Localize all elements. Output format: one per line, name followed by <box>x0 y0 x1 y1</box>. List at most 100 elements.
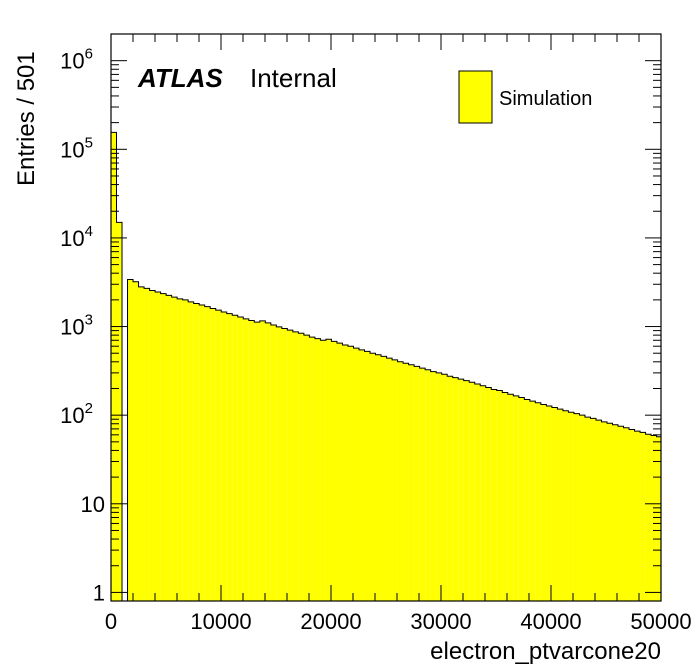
histogram-bin <box>546 405 552 601</box>
y-tick-label: 103 <box>60 312 93 340</box>
x-axis-ticks <box>110 34 662 601</box>
x-axis-tick-labels: 0 10000 20000 30000 40000 50000 <box>105 609 692 634</box>
x-axis-label: electron_ptvarcone20 <box>430 638 661 665</box>
histogram-bin <box>425 369 431 601</box>
histogram-bin <box>281 328 288 601</box>
histogram-bin <box>419 368 426 601</box>
internal-label: Internal <box>250 63 337 93</box>
histogram-bin <box>193 303 200 601</box>
histogram-bin <box>640 432 646 601</box>
histogram-bin <box>513 395 519 601</box>
y-tick-label: 105 <box>60 134 93 162</box>
histogram-bin <box>381 356 387 601</box>
histogram-bin <box>287 330 293 601</box>
histogram-bin <box>353 348 359 601</box>
histogram-bin <box>507 394 514 601</box>
histogram-bin <box>232 315 238 601</box>
histogram-bin <box>584 417 591 601</box>
histogram-bin <box>430 371 437 601</box>
histogram-bin <box>364 351 371 601</box>
histogram-bin <box>347 346 354 601</box>
histogram-bin <box>276 326 282 601</box>
histogram-bin <box>111 132 117 601</box>
histogram-bin <box>540 404 547 601</box>
histogram-bin <box>386 358 393 601</box>
histogram-bin <box>535 402 541 601</box>
histogram-bin <box>606 423 613 601</box>
histogram-bin <box>199 305 205 601</box>
histogram-bin <box>562 410 569 601</box>
histogram-bin <box>568 412 574 601</box>
histogram-bin <box>210 308 216 601</box>
histogram-bin <box>573 413 580 601</box>
histogram-bin <box>629 429 635 601</box>
histogram-bin <box>634 431 641 601</box>
histogram-bin <box>502 392 508 601</box>
histogram-bin <box>436 372 442 601</box>
histogram-bin <box>237 317 244 601</box>
histogram-bin <box>292 331 299 601</box>
histogram-bin <box>166 295 172 601</box>
x-tick-label: 20000 <box>300 609 361 634</box>
histogram-bin <box>342 344 348 601</box>
histogram-bin <box>133 281 139 601</box>
x-tick-label: 30000 <box>410 609 471 634</box>
histogram-bin <box>309 337 315 601</box>
legend: Simulation <box>458 70 592 124</box>
histogram-bin <box>485 387 492 601</box>
histogram-bin <box>160 293 167 601</box>
histogram-bin <box>557 409 563 601</box>
histogram-bin <box>623 427 630 601</box>
legend-swatch <box>458 70 493 124</box>
y-tick-label: 1 <box>93 580 105 605</box>
histogram-bin <box>182 299 189 601</box>
x-tick-label: 10000 <box>190 609 251 634</box>
histogram-bin <box>331 341 337 601</box>
histogram-bin <box>480 385 486 601</box>
histogram-bin <box>320 340 326 601</box>
histogram-bin <box>243 318 249 601</box>
x-tick-label: 0 <box>105 609 117 634</box>
histogram-bin <box>127 279 134 601</box>
histogram-bin <box>370 353 376 601</box>
histogram-bin <box>645 434 652 601</box>
histogram-bin <box>149 290 156 601</box>
histogram-bin <box>595 420 602 601</box>
histogram-bin <box>463 380 470 601</box>
histogram-bin <box>226 313 233 601</box>
histogram-bin <box>618 426 624 601</box>
histogram-outline <box>110 131 661 602</box>
histogram-bin <box>204 306 211 601</box>
y-tick-label: 10 <box>81 492 105 517</box>
histogram-bin <box>375 354 382 601</box>
histogram-bin <box>529 401 536 601</box>
histogram-bin <box>248 320 255 601</box>
histogram-bin <box>601 421 607 601</box>
histogram-bin <box>397 361 404 601</box>
histogram-bin <box>177 298 183 601</box>
histogram-bin <box>358 349 365 601</box>
histogram-bin <box>116 222 123 602</box>
y-tick-label: 102 <box>60 400 93 428</box>
histogram-bin <box>491 389 497 601</box>
histogram-bin <box>551 407 558 601</box>
histogram-bin <box>303 335 310 601</box>
histogram-bars <box>111 132 661 602</box>
histogram-bin <box>651 435 657 601</box>
histogram-bin <box>270 325 277 601</box>
histogram-bin <box>612 424 619 601</box>
histogram-bin <box>469 382 475 601</box>
histogram-bin <box>496 390 503 601</box>
histogram-bin <box>336 343 343 601</box>
histogram-bin <box>441 374 448 601</box>
histogram-bin <box>138 286 145 601</box>
histogram-bin <box>447 376 453 601</box>
histogram-bin <box>452 377 459 601</box>
histogram-bin <box>221 311 227 601</box>
histogram-bin <box>518 397 525 601</box>
histogram-bin <box>188 301 194 601</box>
histogram-bin <box>590 418 596 601</box>
histogram-bin <box>265 322 271 601</box>
histogram-bin <box>259 320 266 601</box>
y-tick-label: 104 <box>60 223 93 251</box>
